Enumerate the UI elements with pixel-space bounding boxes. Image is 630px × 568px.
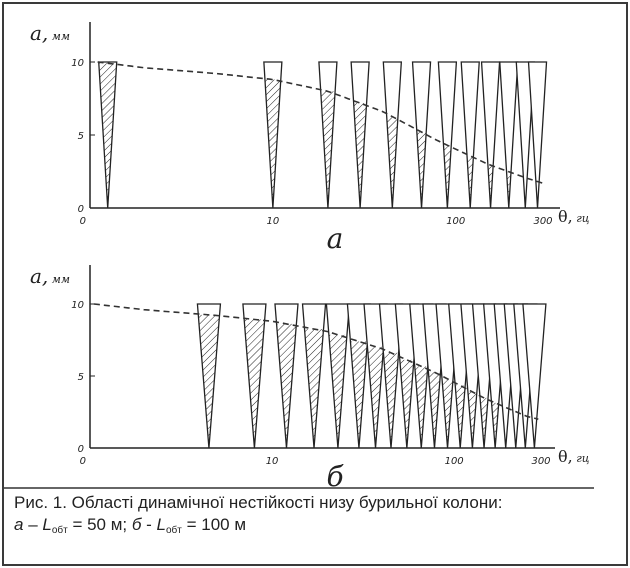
instability-region-hatched [414, 366, 428, 448]
instability-region-hatched [443, 145, 452, 208]
caption-L-1: L [42, 515, 52, 534]
instability-region [515, 61, 535, 209]
caption-letter-b: б [131, 515, 142, 534]
x-axis-unit: гц [573, 452, 590, 465]
x-tick-label: 100 [446, 216, 465, 227]
instability-region-hatched [276, 323, 297, 448]
caption-L-2: L [156, 515, 166, 534]
caption-dash-1: – [23, 515, 43, 534]
caption-eq-1: = 50 м; [67, 515, 132, 534]
y-tick-label: 5 [78, 372, 84, 383]
caption-letter-a: а [14, 515, 24, 534]
amplitude-curve [93, 303, 539, 420]
x-tick-label: 0 [80, 216, 86, 227]
instability-region-hatched [428, 372, 441, 448]
instability-region-hatched [98, 63, 117, 208]
x-tick-label: 300 [531, 456, 550, 467]
instability-region-hatched [264, 79, 281, 209]
amplitude-curve [97, 61, 544, 184]
instability-region-hatched [455, 385, 466, 448]
x-tick-label: 300 [533, 216, 552, 227]
y-axis-symbol: a, [30, 264, 48, 288]
y-tick-label: 10 [71, 58, 84, 69]
y-axis-symbol: a, [30, 21, 48, 45]
instability-region-hatched [304, 328, 324, 448]
instability-region-hatched [198, 314, 220, 448]
caption-line-1: Рис. 1. Області динамічної нестійкості н… [14, 493, 503, 512]
caption-dash-2: - [141, 515, 157, 534]
caption-sub-2: обт [166, 525, 182, 536]
x-tick-label: 10 [266, 456, 279, 467]
caption-eq-2: = 100 м [181, 515, 247, 534]
instability-region [522, 303, 547, 449]
y-axis-label: a, мм [30, 264, 70, 288]
y-axis-unit: мм [48, 273, 70, 286]
instability-region-hatched [320, 91, 336, 208]
y-tick-label: 10 [71, 300, 84, 311]
instability-region-hatched [383, 352, 399, 448]
instability-region-hatched [491, 402, 499, 448]
instability-region-hatched [467, 391, 477, 448]
x-tick-label: 0 [80, 456, 86, 467]
instability-region-hatched [506, 171, 512, 208]
x-axis-label: θ, гц [558, 447, 590, 466]
x-axis-label: θ, гц [558, 207, 590, 226]
instability-region-hatched [386, 116, 398, 208]
instability-region-hatched [353, 103, 367, 208]
figure-caption: Рис. 1. Області динамічної нестійкості н… [14, 492, 614, 542]
caption-sub-1: обт [51, 525, 68, 536]
instability-region-hatched [350, 341, 368, 448]
y-axis-unit: мм [48, 30, 70, 43]
x-axis-unit: гц [573, 212, 590, 225]
panel-label: а [327, 222, 344, 255]
y-tick-label: 0 [78, 204, 84, 215]
instability-region-hatched [367, 346, 384, 448]
instability-region [437, 61, 458, 209]
instability-region-hatched [244, 319, 265, 448]
instability-region-hatched [487, 165, 494, 208]
panel-label: б [326, 460, 344, 493]
y-tick-label: 5 [78, 131, 84, 142]
x-tick-label: 100 [445, 456, 464, 467]
instability-region-hatched [416, 132, 427, 208]
y-tick-label: 0 [78, 444, 84, 455]
x-axis-symbol: θ, [558, 447, 573, 466]
instability-region-hatched [442, 378, 454, 448]
x-tick-label: 10 [267, 216, 280, 227]
instability-region-hatched [467, 155, 474, 208]
instability-region [460, 61, 480, 209]
instability-region-hatched [328, 334, 347, 448]
y-axis-label: a, мм [30, 21, 70, 45]
instability-region [527, 61, 548, 209]
instability-region [499, 61, 519, 209]
x-axis-symbol: θ, [558, 207, 573, 226]
instability-region-hatched [480, 397, 489, 448]
instability-region-hatched [399, 359, 414, 448]
instability-region [480, 61, 501, 209]
caption-line-2: а – Lобт = 50 м; б - Lобт = 100 м [14, 514, 614, 542]
